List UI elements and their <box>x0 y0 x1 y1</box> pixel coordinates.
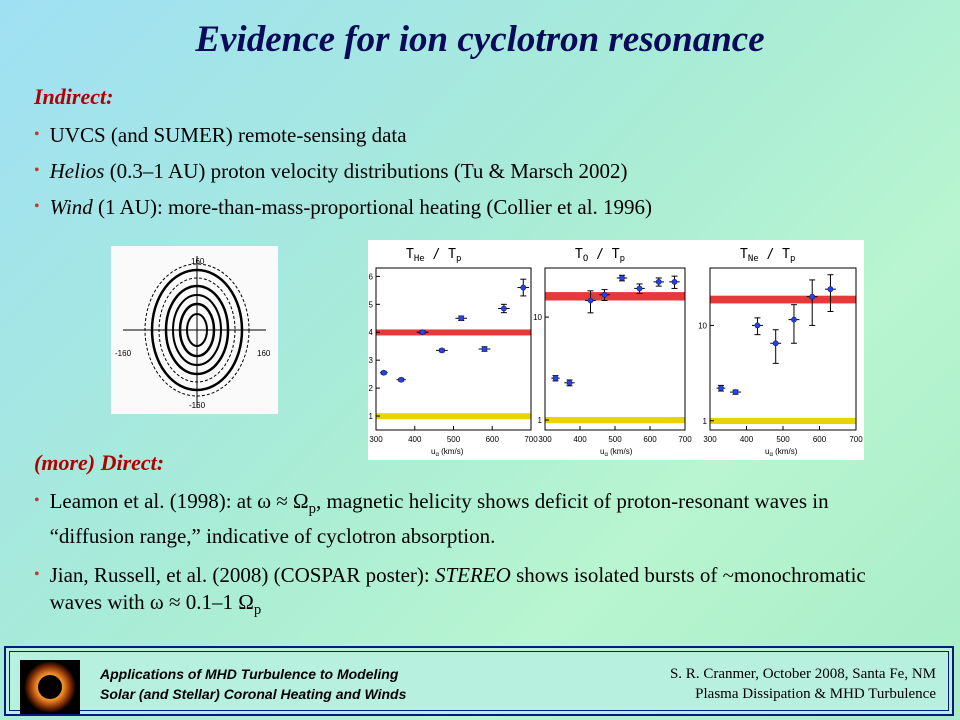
x-tick-label: 400 <box>573 435 587 444</box>
bullet-dot-icon: • <box>34 126 40 143</box>
data-point <box>619 275 625 281</box>
contour-tick-top: 160 <box>191 257 205 266</box>
y-tick-label: 3 <box>369 356 374 365</box>
contour-svg: 160 -160 -160 160 <box>111 246 278 414</box>
y-tick-label: 1 <box>538 416 543 425</box>
x-tick-label: 500 <box>608 435 622 444</box>
data-point <box>458 315 465 322</box>
data-point <box>481 346 488 352</box>
x-tick-label: 300 <box>538 435 552 444</box>
y-tick-label: 10 <box>533 313 542 322</box>
direct-heading: (more) Direct: <box>34 450 165 475</box>
panel-title-0: THe / Tp <box>406 247 461 264</box>
footer-talk-title: Applications of MHD Turbulence to Modeli… <box>100 666 407 702</box>
data-point <box>398 376 405 383</box>
x-tick-label: 300 <box>369 435 383 444</box>
data-point <box>827 286 834 293</box>
data-point <box>718 385 724 392</box>
data-point <box>732 389 739 395</box>
bullet-leamon: • Leamon et al. (1998): at ω ≈ Ωp, magnet… <box>34 489 829 549</box>
red-band-0 <box>376 329 531 336</box>
x-tick-label: 600 <box>486 435 500 444</box>
indirect-heading: Indirect: <box>34 84 114 109</box>
y-tick-label: 1 <box>703 417 708 426</box>
contour-tick-right: 160 <box>257 349 271 358</box>
data-point <box>520 284 527 291</box>
y-tick-label: 1 <box>369 412 374 421</box>
x-tick-label: 700 <box>678 435 692 444</box>
bullet-uvcs: • UVCS (and SUMER) remote-sensing data <box>34 123 407 147</box>
velocity-distribution-contour-plot: 160 -160 -160 160 <box>111 246 278 414</box>
data-point <box>380 369 387 376</box>
bullet-jian: • Jian, Russell, et al. (2008) (COSPAR po… <box>34 563 866 619</box>
bullet-dot-icon: • <box>34 566 40 583</box>
x-tick-label: 700 <box>849 435 863 444</box>
x-axis-label-2: uα (km/s) <box>765 447 798 458</box>
x-tick-label: 600 <box>813 435 827 444</box>
data-point <box>419 329 426 336</box>
data-point <box>791 316 797 323</box>
data-point <box>636 285 643 292</box>
x-axis-label-1: uα (km/s) <box>600 447 633 458</box>
x-tick-label: 600 <box>643 435 657 444</box>
data-point <box>500 305 507 312</box>
red-band-1 <box>545 292 685 301</box>
panel-frame-2 <box>709 267 857 431</box>
yellow-band-0 <box>376 413 531 420</box>
footer-inner-border: Applications of MHD Turbulence to Modeli… <box>9 651 949 714</box>
data-point <box>655 278 662 285</box>
bullet-dot-icon: • <box>34 198 40 215</box>
x-tick-label: 300 <box>703 435 717 444</box>
x-tick-label: 700 <box>524 435 538 444</box>
y-tick-label: 10 <box>698 321 707 330</box>
data-point <box>552 375 559 382</box>
bullet-dot-icon: • <box>34 162 40 179</box>
footer-author-info: S. R. Cranmer, October 2008, Santa Fe, N… <box>669 666 936 702</box>
x-tick-label: 400 <box>740 435 754 444</box>
contour-tick-left: -160 <box>115 349 132 358</box>
footer-bar: Applications of MHD Turbulence to Modeli… <box>4 646 954 716</box>
panel-title-2: TNe / Tp <box>740 247 795 264</box>
y-tick-label: 5 <box>369 300 374 309</box>
y-tick-label: 6 <box>369 272 374 281</box>
data-point <box>671 278 678 285</box>
contour-tick-bottom: -160 <box>189 401 206 410</box>
yellow-band-2 <box>710 417 856 424</box>
data-point <box>754 322 761 329</box>
data-point <box>601 291 608 298</box>
panel-title-1: TO / Tp <box>575 247 625 264</box>
x-tick-label: 400 <box>408 435 422 444</box>
x-tick-label: 500 <box>447 435 461 444</box>
data-point <box>772 340 779 347</box>
slide-title: Evidence for ion cyclotron resonance <box>195 19 765 60</box>
solar-eclipse-image <box>20 660 80 714</box>
bullet-dot-icon: • <box>34 492 40 509</box>
data-point <box>438 347 445 354</box>
data-point <box>587 297 594 304</box>
temperature-ratio-charts: THe / Tp 300 400 500 600 700 1 2 3 4 5 6 uα (km/s) TO… <box>368 240 864 460</box>
x-tick-label: 500 <box>776 435 790 444</box>
data-point <box>566 379 573 386</box>
yellow-band-1 <box>545 417 685 424</box>
data-point <box>809 293 816 300</box>
charts-svg: THe / Tp 300 400 500 600 700 1 2 3 4 5 6 uα (km/s) TO… <box>369 247 864 458</box>
y-tick-label: 4 <box>369 328 374 337</box>
red-band-2 <box>710 295 856 304</box>
y-tick-label: 2 <box>369 384 374 393</box>
panel-frame-0 <box>375 267 532 431</box>
bullet-wind: • Wind (1 AU): more-than-mass-proportiona… <box>34 195 653 219</box>
bullet-helios: • Helios (0.3–1 AU) proton velocity distr… <box>34 159 628 183</box>
x-axis-label-0: uα (km/s) <box>431 447 464 458</box>
